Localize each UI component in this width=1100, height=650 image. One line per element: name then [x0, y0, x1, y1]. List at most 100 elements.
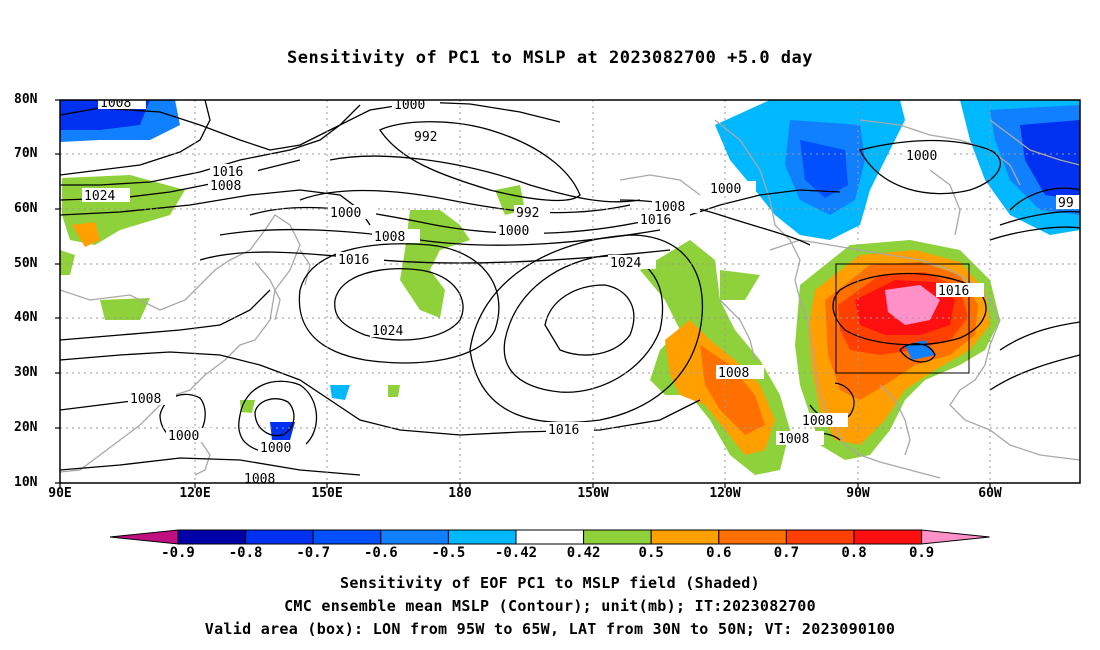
- contour-label: 1008: [128, 391, 176, 407]
- map-title: Sensitivity of PC1 to MSLP at 2023082700…: [286, 48, 813, 68]
- svg-text:1000: 1000: [498, 224, 529, 239]
- svg-text:1000: 1000: [394, 98, 425, 113]
- colorbar-low-extend: [109, 529, 179, 545]
- svg-text:1008: 1008: [374, 230, 405, 245]
- colorbar-swatch: [380, 529, 449, 545]
- contour-label: 1000: [258, 440, 306, 456]
- contour-label: 1000: [166, 428, 214, 444]
- contour-label: 1008: [242, 471, 290, 487]
- svg-text:1008: 1008: [100, 96, 131, 111]
- contour-label: 1008: [372, 229, 420, 245]
- colorbar-label: 0.7: [773, 545, 800, 561]
- svg-text:1008: 1008: [654, 200, 685, 215]
- svg-text:992: 992: [414, 130, 437, 145]
- colorbar-swatch: [785, 529, 855, 545]
- svg-text:99: 99: [1058, 196, 1074, 211]
- colorbar-swatch: [447, 529, 517, 545]
- y-tick-label: 80N: [14, 92, 38, 107]
- map-frame: [59, 99, 1081, 484]
- contour-label: 1024: [82, 188, 130, 204]
- x-tick-label: 150W: [577, 486, 609, 501]
- svg-text:1024: 1024: [372, 324, 403, 339]
- contour-label: 1000: [392, 98, 440, 113]
- contour-label: 1008: [800, 413, 848, 429]
- svg-text:992: 992: [516, 206, 539, 221]
- y-tick-label: 70N: [14, 146, 38, 161]
- colorbar-label: -0.42: [494, 545, 538, 561]
- svg-text:1000: 1000: [330, 206, 361, 221]
- y-tick-label: 10N: [14, 475, 38, 490]
- contour-labels: 1008 1000 992 1016 1008 1024 1000 992 10…: [82, 96, 1080, 487]
- svg-text:1016: 1016: [338, 253, 369, 268]
- x-tick-label: 90W: [846, 486, 870, 501]
- contour-label: 1024: [370, 323, 418, 339]
- contour-label: 1016: [546, 422, 594, 438]
- svg-text:1008: 1008: [778, 432, 809, 447]
- colorbar-label: 0.9: [908, 545, 935, 561]
- footer-line-1: Sensitivity of EOF PC1 to MSLP field (Sh…: [340, 574, 760, 592]
- colorbar-swatch: [583, 529, 652, 545]
- x-tick-label: 180: [448, 486, 472, 501]
- contour-label: 1008: [716, 365, 764, 381]
- colorbar-label: 0.8: [841, 545, 867, 561]
- contour-label: 1008: [208, 178, 256, 194]
- colorbar-swatch: [245, 529, 314, 545]
- contour-label: 1008: [776, 431, 824, 447]
- svg-text:1008: 1008: [130, 392, 161, 407]
- colorbar-label: -0.7: [296, 545, 331, 561]
- colorbar-label: -0.9: [161, 545, 195, 561]
- svg-text:1016: 1016: [640, 213, 671, 228]
- colorbar-label: 0.42: [566, 545, 601, 561]
- colorbar: [109, 529, 990, 545]
- footer-line-3: Valid area (box): LON from 95W to 65W, L…: [204, 620, 896, 638]
- contour-label: 992: [412, 129, 448, 145]
- contour-label: 1000: [496, 223, 544, 239]
- svg-text:1008: 1008: [244, 472, 275, 487]
- svg-text:1000: 1000: [260, 441, 291, 456]
- contour-label: 99: [1056, 195, 1080, 211]
- x-tick-label: 150E: [311, 486, 343, 501]
- x-tick-label: 120E: [179, 486, 211, 501]
- svg-text:1016: 1016: [212, 165, 243, 180]
- y-tick-label: 30N: [14, 365, 38, 380]
- x-tick-label: 120W: [709, 486, 741, 501]
- svg-text:1008: 1008: [718, 366, 749, 381]
- colorbar-label: -0.6: [363, 545, 398, 561]
- colorbar-swatch: [312, 529, 382, 545]
- contour-label: 1016: [336, 252, 384, 268]
- colorbar-label: -0.5: [431, 545, 466, 561]
- x-tick-label: 60W: [978, 486, 1002, 501]
- contour-label: 1016: [936, 283, 984, 299]
- colorbar-high-extend: [921, 529, 990, 545]
- contour-label: 1008: [98, 96, 146, 111]
- contour-label: 1008: [652, 199, 700, 215]
- svg-text:1016: 1016: [938, 284, 969, 299]
- colorbar-label: 0.6: [706, 545, 732, 561]
- svg-text:1024: 1024: [610, 256, 641, 271]
- x-tick-label: 90E: [48, 486, 72, 501]
- svg-text:1000: 1000: [168, 429, 199, 444]
- contour-label: 1000: [904, 148, 952, 164]
- footer-line-2: CMC ensemble mean MSLP (Contour); unit(m…: [284, 597, 816, 615]
- contour-label: 1016: [210, 164, 258, 180]
- y-tick-label: 50N: [14, 256, 38, 271]
- colorbar-label: 0.5: [638, 545, 664, 561]
- contour-label: 1000: [328, 205, 376, 221]
- colorbar-label: -0.8: [228, 545, 263, 561]
- y-tick-label: 40N: [14, 310, 38, 325]
- tick-marks: [55, 99, 991, 488]
- y-tick-label: 60N: [14, 201, 38, 216]
- svg-text:1008: 1008: [210, 179, 241, 194]
- colorbar-swatch: [853, 529, 923, 545]
- valid-area-box: [835, 263, 970, 374]
- colorbar-swatch: [718, 529, 787, 545]
- colorbar-swatch: [515, 529, 585, 545]
- svg-text:1016: 1016: [548, 423, 579, 438]
- contour-label: 1000: [708, 181, 756, 197]
- contour-label: 992: [514, 205, 550, 221]
- svg-text:1000: 1000: [906, 149, 937, 164]
- colorbar-swatch: [177, 529, 247, 545]
- colorbar-swatch: [650, 529, 720, 545]
- svg-text:1024: 1024: [84, 189, 115, 204]
